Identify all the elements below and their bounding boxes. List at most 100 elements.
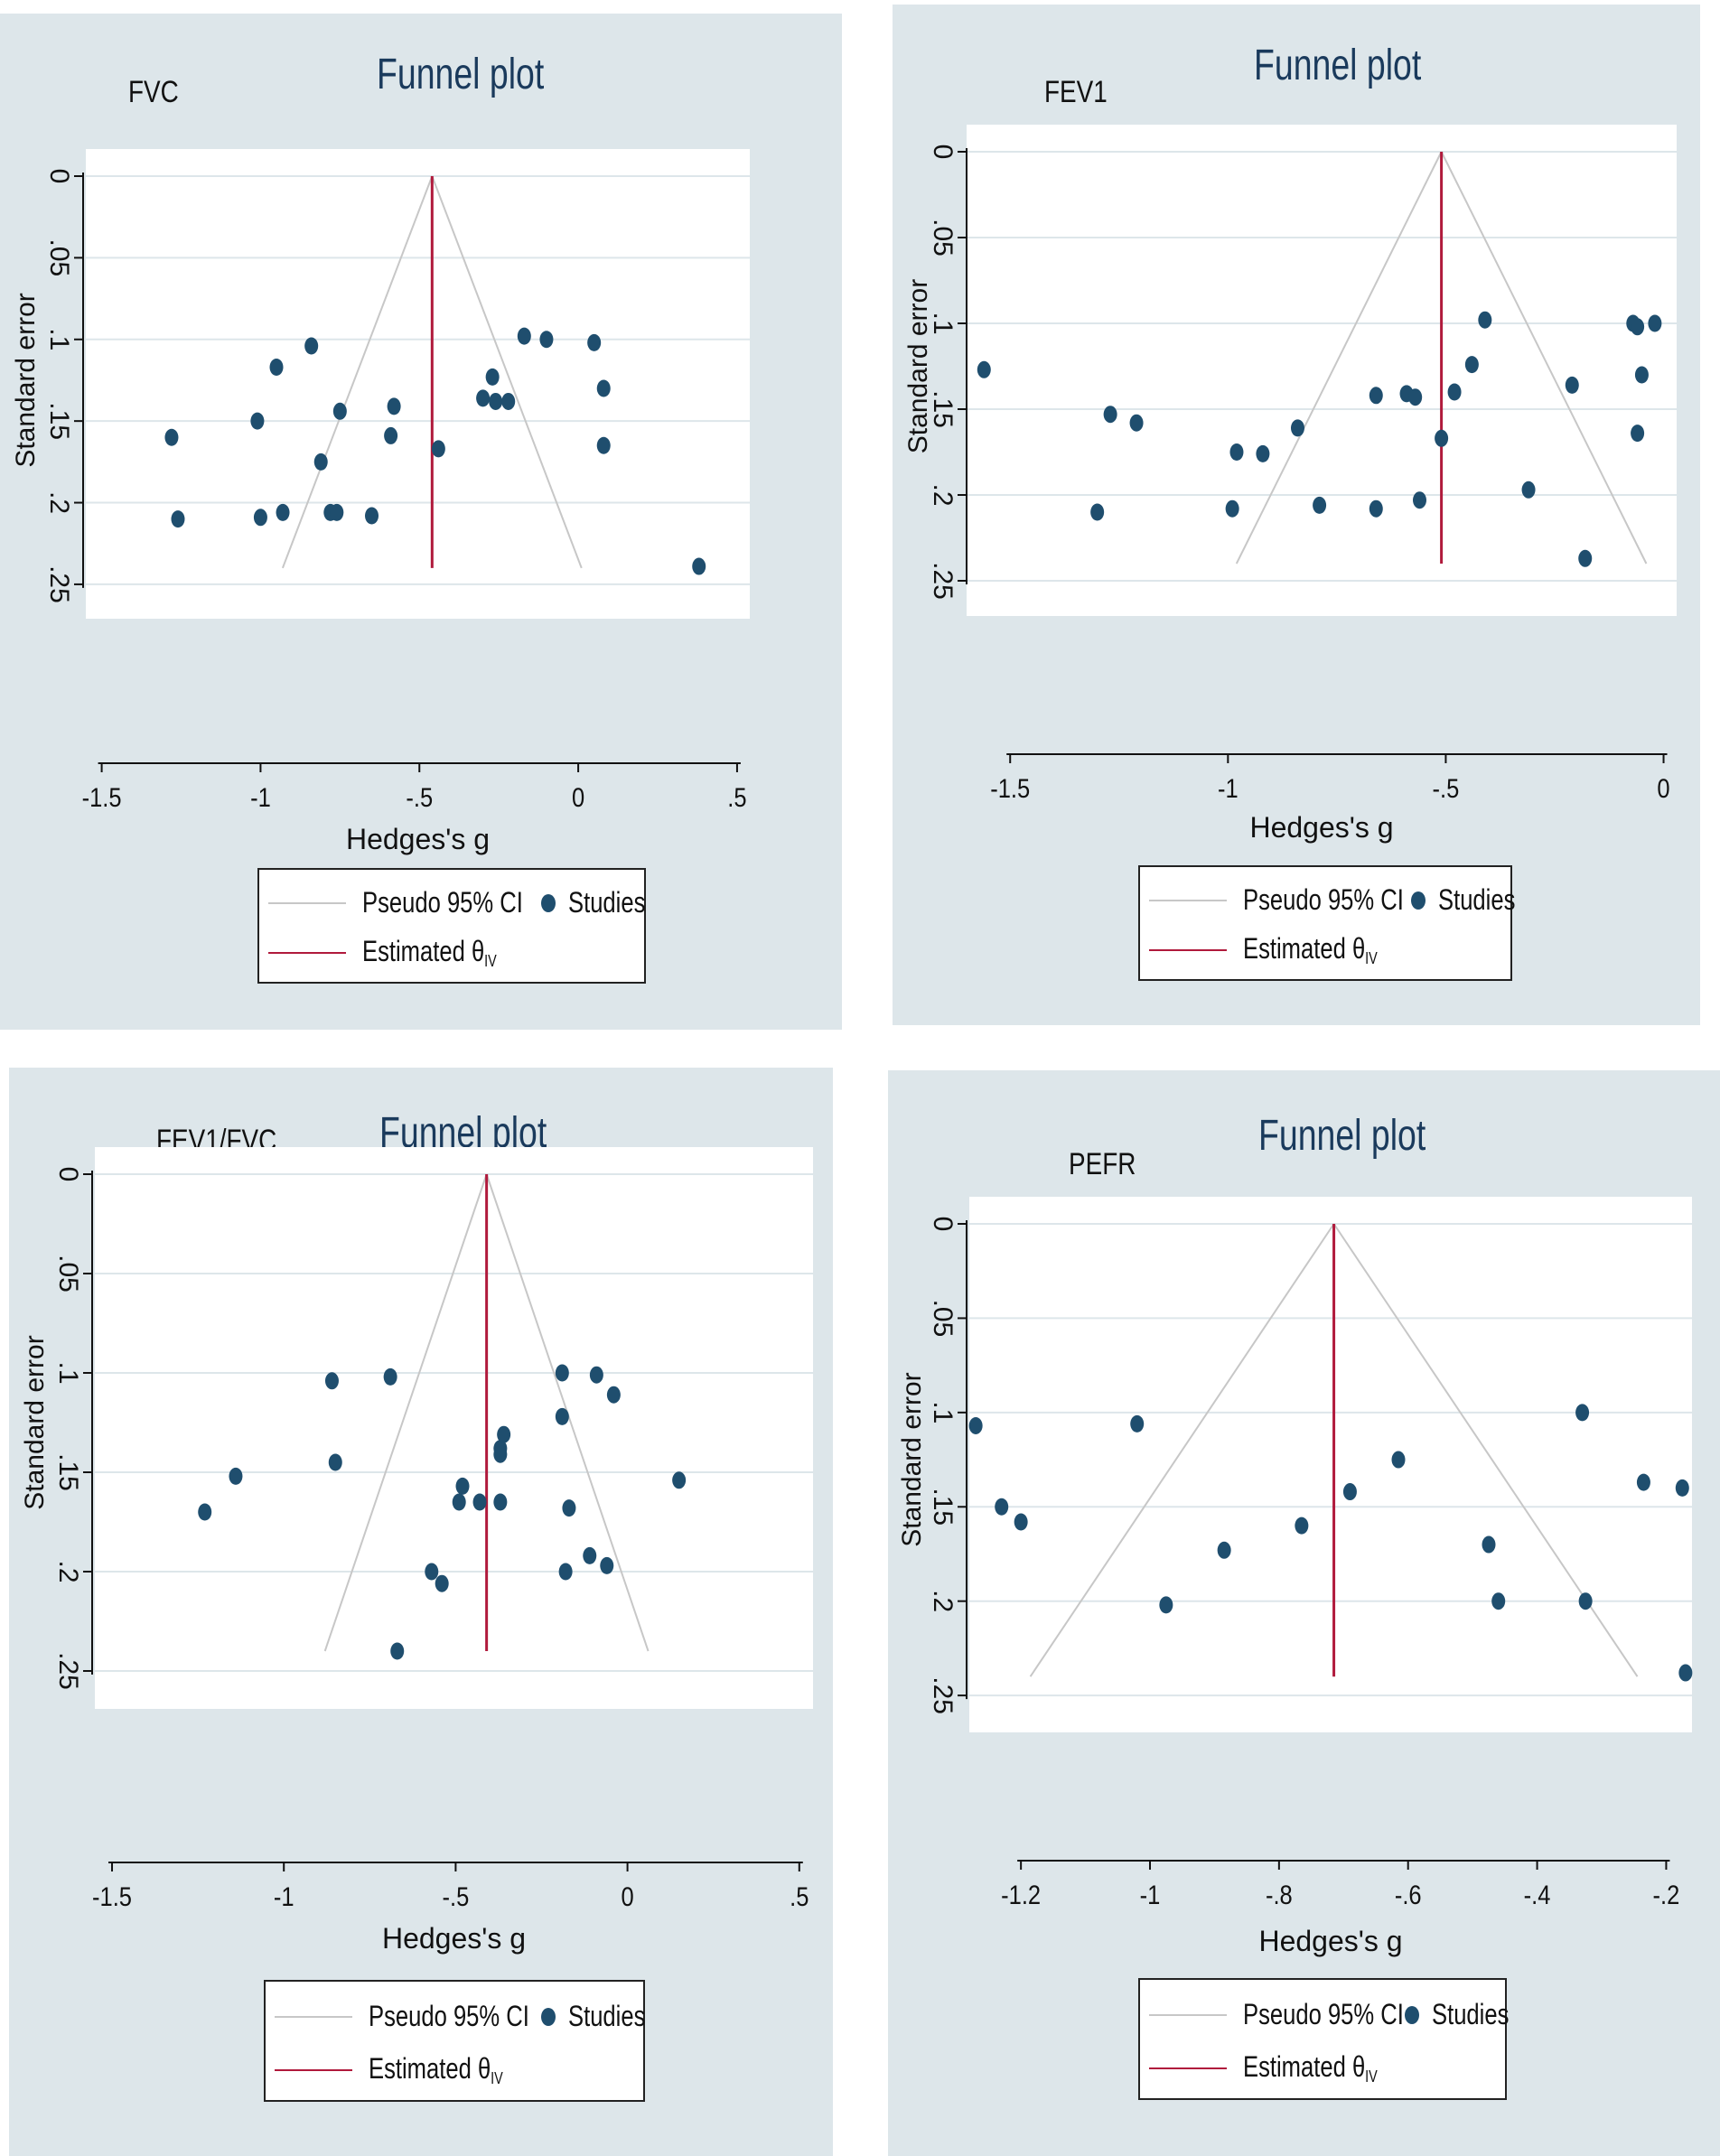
panel-fev1-fvc: FEV1/FVC Funnel plot 0.05.1.15.2.25 -1.5-… (9, 1068, 833, 2156)
panel-fvc: FVC Funnel plot 0.05.1.15.2.25 -1.5 -1 -.5 0… (0, 14, 842, 1030)
study-point (276, 503, 290, 521)
plot-area (86, 149, 750, 619)
study-point (1631, 318, 1645, 336)
x-tick-label: -1.2 (1001, 1880, 1041, 1909)
study-point (583, 1546, 597, 1564)
x-tick-label: -1 (1218, 773, 1239, 803)
study-point (1217, 1541, 1231, 1559)
y-tick-label: .25 (928, 562, 958, 600)
study-point (253, 509, 267, 527)
legend-studies-label: Studies (1438, 883, 1516, 916)
legend-estimate-label: Estimated θIV (369, 2052, 503, 2088)
study-point (365, 507, 379, 525)
study-point (1521, 481, 1536, 499)
estimate-label-sub: IV (484, 952, 497, 970)
y-tick-label: .1 (44, 328, 74, 350)
study-point (555, 1364, 569, 1382)
study-point (1369, 387, 1383, 405)
study-point (330, 503, 344, 521)
x-axis-label: Hedges's g (346, 823, 490, 855)
estimate-line-swatch (275, 2069, 352, 2071)
panel-title: Funnel plot (1258, 1112, 1426, 1160)
x-tick-label: -.5 (406, 782, 433, 812)
y-axis-label: Standard error (897, 1372, 927, 1546)
legend-ci-label: Pseudo 95% CI (369, 2000, 529, 2032)
y-tick-label: .2 (53, 1560, 83, 1582)
study-point (485, 368, 500, 386)
study-point (384, 426, 398, 444)
funnel-plot-fvc: 0 .05 .1 .15 .2 .25 -1.5 -1 -.5 0 .5 Hedges's g Stan… (11, 149, 750, 855)
x-axis-label: Hedges's g (1249, 811, 1393, 844)
x-tick-label: .5 (790, 1881, 809, 1911)
study-point (1412, 491, 1426, 509)
legend-studies-label: Studies (568, 886, 646, 919)
study-point (1159, 1596, 1173, 1614)
study-point (1482, 1535, 1496, 1554)
study-point (1313, 496, 1327, 514)
y-tick-label: .1 (928, 312, 958, 334)
study-point (1130, 1414, 1145, 1433)
y-tick-label: .25 (53, 1652, 83, 1690)
y-tick-label: .15 (44, 402, 74, 440)
x-tick-label: 0 (622, 1881, 634, 1911)
study-point (1578, 1592, 1593, 1610)
estimate-line-swatch (268, 952, 346, 954)
legend-ci-label: Pseudo 95% CI (362, 886, 523, 919)
x-tick-label: -.8 (1266, 1880, 1293, 1909)
estimate-label-text: Estimated θ (362, 935, 485, 967)
legend-studies-label: Studies (568, 2000, 646, 2032)
study-point (1225, 499, 1239, 518)
study-point (1491, 1592, 1506, 1610)
study-point (497, 1425, 511, 1443)
study-point (517, 327, 531, 345)
study-point (313, 453, 328, 471)
study-point (229, 1467, 243, 1485)
y-tick-label: 0 (928, 1217, 958, 1232)
study-point (1435, 429, 1449, 447)
study-point (1391, 1451, 1406, 1469)
study-point (995, 1498, 1009, 1516)
y-tick-label: .2 (928, 483, 958, 506)
funnel-plot-fev1-fvc: 0 .05 .1 .15 .2 .25 -1.5 -1 -.5 0 .5 Hedges's g Stan… (20, 1147, 813, 1955)
study-point (171, 510, 185, 528)
ci-line-swatch (275, 2015, 352, 2018)
study-dot-swatch (1405, 2005, 1419, 2024)
study-point (431, 440, 445, 458)
y-tick-label: .05 (53, 1255, 83, 1293)
study-point (606, 1386, 621, 1404)
panel-label: FEV1 (1044, 75, 1108, 109)
estimate-label-sub: IV (491, 2069, 503, 2087)
study-point (672, 1471, 687, 1489)
y-tick-label: .25 (44, 565, 74, 603)
study-point (558, 1563, 573, 1581)
study-point (1578, 549, 1593, 567)
estimate-label-sub: IV (1365, 949, 1378, 967)
study-point (1129, 414, 1144, 432)
ci-line-swatch (1149, 2013, 1227, 2016)
x-tick-label: -.2 (1653, 1880, 1680, 1909)
study-point (692, 557, 706, 575)
legend-estimate-label: Estimated θIV (1243, 932, 1378, 968)
y-tick-label: .25 (928, 1676, 958, 1714)
legend: Pseudo 95% CI Studies Estimated θIV (257, 868, 646, 984)
y-tick-label: .2 (44, 491, 74, 514)
study-point (1090, 503, 1105, 521)
study-point (332, 402, 347, 420)
study-point (1295, 1517, 1309, 1535)
y-tick-label: .1 (53, 1361, 83, 1384)
study-point (164, 428, 179, 446)
study-point (455, 1477, 470, 1495)
legend-estimate-label: Estimated θIV (362, 935, 497, 971)
study-point (1575, 1404, 1590, 1422)
study-point (1229, 443, 1244, 461)
y-tick-label: 0 (928, 145, 958, 160)
panel-label: FVC (128, 75, 179, 109)
study-point (501, 392, 516, 410)
legend-estimate-label: Estimated θIV (1243, 2050, 1378, 2086)
funnel-plot-pefr: 0 .05 .1 .15 .2 .25 -1.2 -1 -.8 -.6 -.4 -.2 Hedges's… (897, 1197, 1693, 1957)
ci-line-left (1235, 151, 1443, 565)
study-point (562, 1499, 576, 1517)
x-tick-label: -1.5 (990, 773, 1030, 803)
y-tick-label: .15 (928, 1488, 958, 1526)
study-point (390, 1642, 405, 1660)
